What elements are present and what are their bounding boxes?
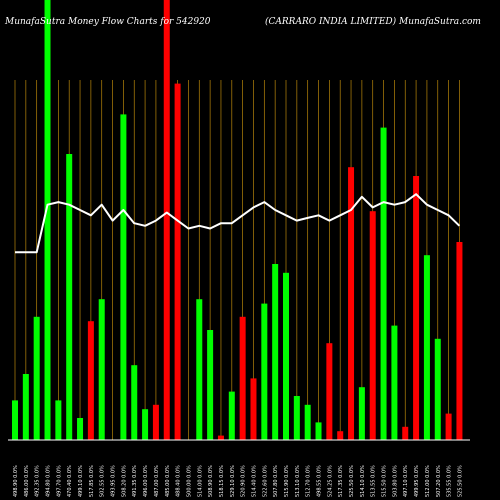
bar-4 bbox=[55, 400, 62, 440]
x-tick-label: 525.50 0.0% bbox=[457, 465, 463, 497]
x-tick-label: 496.00 0.0% bbox=[143, 465, 149, 497]
x-tick-label: 525.50 0.0% bbox=[349, 465, 355, 497]
bar-8 bbox=[98, 299, 105, 440]
bar-13 bbox=[152, 404, 159, 440]
x-tick-label: 487.00 0.0% bbox=[154, 465, 160, 497]
x-tick-label: 497.70 0.0% bbox=[56, 465, 62, 497]
x-tick-label: 498.55 0.0% bbox=[317, 465, 323, 497]
x-tick-label: 514.40 0.0% bbox=[251, 465, 257, 497]
bar-37 bbox=[413, 176, 420, 440]
bar-40 bbox=[445, 413, 452, 440]
bars bbox=[12, 0, 463, 441]
x-tick-label: 486.00 0.0% bbox=[24, 465, 30, 497]
x-tick-label: 512.70 0.0% bbox=[306, 465, 312, 497]
x-tick-label: 524.25 0.0% bbox=[327, 465, 333, 497]
x-tick-label: 497.10 0.0% bbox=[403, 465, 409, 497]
x-tick-label: 522.60 0.0% bbox=[262, 465, 268, 497]
bar-21 bbox=[239, 316, 246, 440]
bar-34 bbox=[380, 127, 387, 440]
bar-12 bbox=[142, 409, 149, 440]
bar-18 bbox=[207, 330, 214, 440]
bar-14 bbox=[163, 0, 170, 440]
x-tick-label: 493.95 0.0% bbox=[111, 465, 117, 497]
bar-10 bbox=[120, 114, 127, 441]
x-tick-label: 535.55 0.0% bbox=[447, 465, 453, 497]
bar-35 bbox=[391, 325, 398, 440]
bar-22 bbox=[250, 378, 257, 440]
x-tick-label: 485.00 0.0% bbox=[165, 465, 171, 497]
x-tick-label: 507.80 0.0% bbox=[273, 465, 279, 497]
x-tick-label: 503.80 0.0% bbox=[392, 465, 398, 497]
x-tick-label: 508.20 0.0% bbox=[121, 465, 127, 497]
bar-28 bbox=[315, 422, 322, 440]
bar-3 bbox=[44, 0, 51, 440]
x-tick-label: 520.90 0.0% bbox=[241, 465, 247, 497]
bar-26 bbox=[293, 396, 300, 440]
x-tick-label: 494.80 0.0% bbox=[46, 465, 52, 497]
x-tick-label: 498.90 0.0% bbox=[13, 465, 19, 497]
bar-24 bbox=[272, 264, 279, 440]
x-tick-label: 518.15 0.0% bbox=[219, 465, 225, 497]
x-tick-label: 514.00 0.0% bbox=[197, 465, 203, 497]
x-tick-label: 513.10 0.0% bbox=[295, 465, 301, 497]
x-tick-label: 492.35 0.0% bbox=[35, 465, 41, 497]
bar-39 bbox=[434, 338, 441, 440]
bar-5 bbox=[66, 154, 73, 440]
x-tick-labels: 498.90 0.0% 486.00 0.0% 492.35 0.0% 494.80 … bbox=[13, 465, 463, 497]
bar-33 bbox=[369, 211, 376, 440]
x-tick-label: 515.50 0.0% bbox=[382, 465, 388, 497]
bar-41 bbox=[456, 242, 463, 440]
chart-title-left: MunafaSutra Money Flow Charts for 542920 bbox=[4, 17, 211, 27]
x-tick-label: 499.95 0.0% bbox=[414, 465, 420, 497]
bar-0 bbox=[12, 400, 18, 440]
bar-27 bbox=[304, 404, 311, 440]
x-tick-label: 502.55 0.0% bbox=[100, 465, 106, 497]
x-tick-label: 500.00 0.0% bbox=[186, 465, 192, 497]
bar-2 bbox=[33, 316, 40, 440]
x-tick-label: 512.00 0.0% bbox=[425, 465, 431, 497]
bar-11 bbox=[131, 365, 138, 440]
bar-20 bbox=[228, 391, 235, 440]
money-flow-line bbox=[15, 193, 461, 254]
bar-19 bbox=[217, 435, 224, 440]
x-tick-label: 517.85 0.0% bbox=[89, 465, 95, 497]
bar-7 bbox=[87, 321, 94, 440]
bar-25 bbox=[283, 272, 289, 440]
x-tick-label: 470.40 0.0% bbox=[67, 465, 73, 497]
bar-17 bbox=[196, 299, 203, 440]
x-tick-label: 491.35 0.0% bbox=[132, 465, 138, 497]
x-tick-label: 507.20 0.0% bbox=[436, 465, 442, 497]
bar-32 bbox=[358, 387, 365, 440]
x-tick-label: 517.35 0.0% bbox=[338, 465, 344, 497]
bar-15 bbox=[174, 83, 181, 440]
x-tick-label: 514.10 0.0% bbox=[360, 465, 366, 497]
x-tick-label: 515.90 0.0% bbox=[284, 465, 290, 497]
chart-title-right: (CARRARO INDIA LIMITED) MunafaSutra.com bbox=[265, 16, 481, 27]
bar-6 bbox=[77, 418, 84, 440]
bar-23 bbox=[261, 303, 268, 440]
bar-36 bbox=[402, 426, 409, 440]
x-tick-label: 488.40 0.0% bbox=[176, 465, 182, 497]
bar-30 bbox=[337, 431, 344, 440]
x-tick-label: 508.90 0.0% bbox=[208, 465, 214, 497]
x-tick-label: 499.10 0.0% bbox=[78, 465, 84, 497]
x-tick-label: 513.55 0.0% bbox=[371, 465, 377, 497]
bar-38 bbox=[423, 255, 430, 440]
bar-31 bbox=[348, 167, 355, 440]
bar-29 bbox=[326, 343, 333, 440]
bar-1 bbox=[22, 374, 29, 440]
x-tick-label: 529.10 0.0% bbox=[230, 465, 236, 497]
